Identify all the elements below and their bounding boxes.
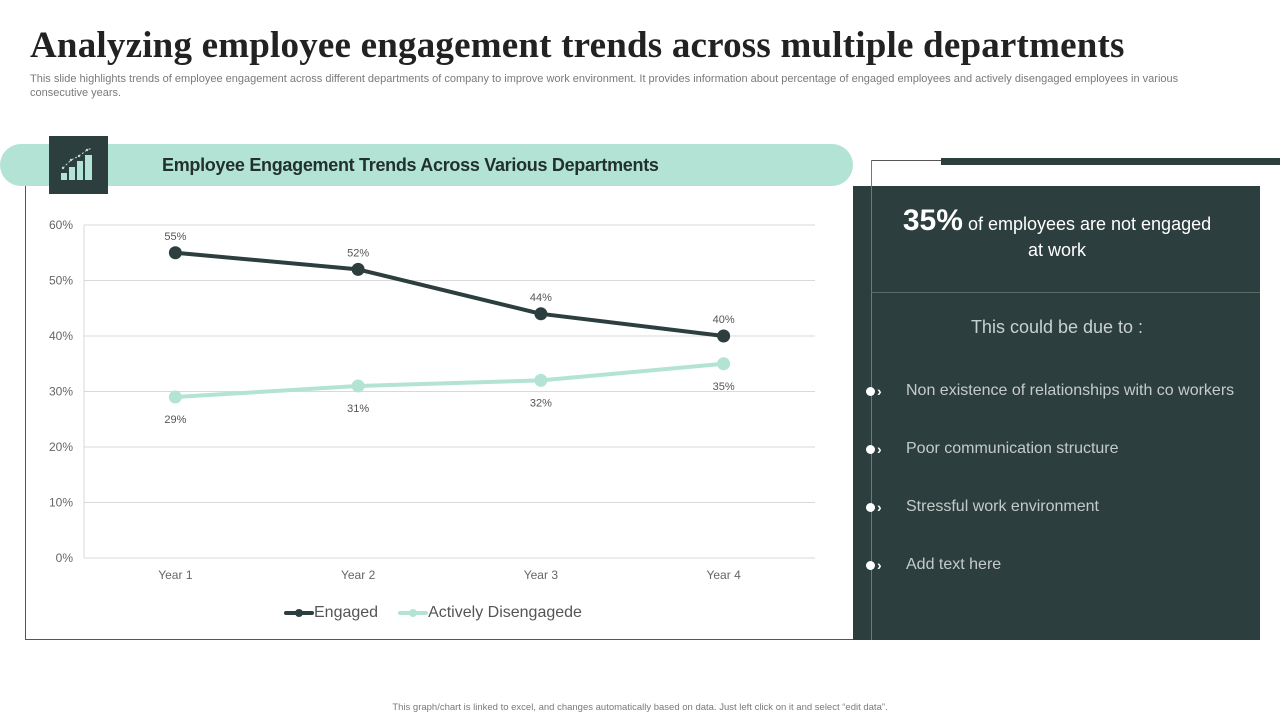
reason-item: › Add text here xyxy=(866,555,1001,575)
reason-item: › Poor communication structure xyxy=(866,439,1119,459)
bullet-dot-icon xyxy=(866,560,875,570)
data-point xyxy=(717,329,731,343)
line-chart[interactable]: 0% 10% 20% 30% 40% 50% 60% Year 1 Year 2 Year 3 Ye… xyxy=(0,0,870,640)
y-tick-label: 40% xyxy=(49,329,73,343)
x-tick-label: Year 4 xyxy=(706,568,741,582)
chart-title: Employee Engagement Trends Across Variou… xyxy=(162,155,659,175)
reasons-heading: This could be due to : xyxy=(970,317,1144,337)
chart-frame-bottom xyxy=(25,639,871,640)
chevron-right-icon: › xyxy=(877,557,882,573)
y-tick-label: 0% xyxy=(56,551,74,565)
legend-label-disengaged: Actively Disengagede xyxy=(428,604,582,621)
decorative-top-bar xyxy=(941,158,1280,165)
data-label: 55% xyxy=(164,231,186,243)
y-tick-label: 30% xyxy=(49,385,73,399)
series-line-engaged xyxy=(175,250,724,338)
reason-item: › Stressful work environment xyxy=(866,497,1099,517)
panel-divider xyxy=(871,292,1260,293)
series-line-disengaged xyxy=(175,361,724,400)
y-tick-label: 50% xyxy=(49,274,73,288)
insight-panel xyxy=(853,186,1260,640)
data-label: 32% xyxy=(530,397,552,409)
y-tick-label: 60% xyxy=(49,218,73,232)
reason-text: Poor communication structure xyxy=(906,440,1119,457)
y-tick-label: 10% xyxy=(49,496,73,510)
reason-text: Add text here xyxy=(906,556,1002,573)
stat-block: 35% of employees are not engaged at work xyxy=(872,206,1242,263)
data-label: 40% xyxy=(713,314,735,326)
data-label: 35% xyxy=(713,381,735,393)
bullet-dot-icon xyxy=(866,386,875,396)
data-label: 29% xyxy=(164,414,186,426)
data-point xyxy=(168,390,182,404)
panel-timeline-line xyxy=(871,160,872,640)
reason-text: Non existence of relationships with co w… xyxy=(906,382,1235,399)
data-point xyxy=(168,246,182,260)
chart-header-banner xyxy=(0,144,853,186)
x-tick-label: Year 3 xyxy=(524,568,559,582)
footer-note: This graph/chart is linked to excel, and… xyxy=(392,702,888,713)
data-point xyxy=(534,307,548,321)
data-point xyxy=(351,379,365,393)
slide-title: Analyzing employee engagement trends acr… xyxy=(30,25,1125,66)
stat-text-line1: of employees are not engaged xyxy=(967,214,1212,234)
chevron-right-icon: › xyxy=(877,441,882,457)
chevron-right-icon: › xyxy=(877,383,882,399)
bar-chart-growth-icon xyxy=(49,136,108,194)
stat-value: 35% xyxy=(902,204,963,237)
reason-text: Stressful work environment xyxy=(906,498,1099,515)
data-label: 44% xyxy=(530,292,552,304)
slide-subtitle: This slide highlights trends of employee… xyxy=(30,73,1179,99)
x-tick-label: Year 2 xyxy=(341,568,376,582)
data-point xyxy=(351,262,365,276)
legend-item-engaged[interactable]: Engaged xyxy=(284,604,378,622)
stat-text-line2: at work xyxy=(1027,240,1087,260)
data-point xyxy=(717,357,731,371)
data-point xyxy=(534,373,548,387)
data-label: 52% xyxy=(347,247,369,259)
bullet-dot-icon xyxy=(866,502,875,512)
legend-label-engaged: Engaged xyxy=(314,604,379,621)
reason-item: › Non existence of relationships with co… xyxy=(866,381,1234,401)
bullet-dot-icon xyxy=(866,444,875,454)
decorative-connector-line xyxy=(871,160,941,161)
chart-legend: Engaged Actively Disengagede xyxy=(284,604,602,622)
chevron-right-icon: › xyxy=(877,499,882,515)
chart-frame-left xyxy=(25,186,26,640)
x-tick-label: Year 1 xyxy=(158,568,193,582)
legend-item-disengaged[interactable]: Actively Disengagede xyxy=(398,604,582,622)
y-tick-label: 20% xyxy=(49,440,73,454)
data-label: 31% xyxy=(347,403,369,415)
